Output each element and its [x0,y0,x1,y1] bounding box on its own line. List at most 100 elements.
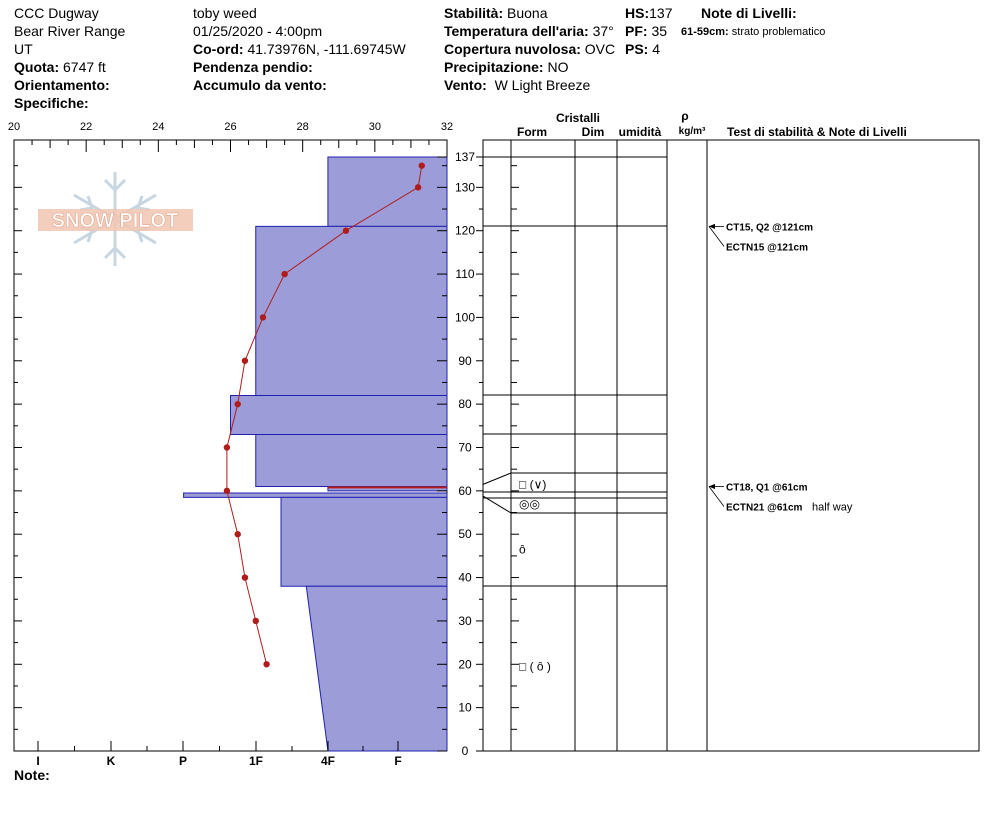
temp-tick-label: 32 [441,121,453,133]
note-arrow [708,486,725,507]
depth-tick-label: 20 [458,657,472,671]
layer-notes-title: Note di Livelli: [701,5,797,21]
hardness-tick-label: 4F [321,754,335,768]
stability-test-label: CT15, Q2 @121cm [726,222,813,233]
temperature-point [223,487,231,495]
layer-connector [482,495,512,514]
depth-tick-label: 110 [455,267,474,281]
temperature-point [342,227,350,234]
hardness-layer-bar [255,225,448,396]
depth-tick-label: 40 [458,571,472,585]
logo-text: SNOW PILOT [52,210,179,232]
crystal-form-symbol: ◎◎ [519,497,540,511]
site-name: CCC Dugway [14,5,99,21]
size-header: Dim [582,125,605,139]
wind-row: Vento: W Light Breeze [444,77,591,93]
elevation-row: Quota: 6747 ft [14,59,106,75]
depth-tick-label: 120 [455,224,475,238]
pf-row: PF: 35 [625,23,668,39]
temp-tick-label: 22 [80,121,92,133]
wind-loading-row: Accumulo da vento: [193,77,327,93]
slope-row: Pendenza pendio: [193,59,313,75]
note-arrowhead [709,484,715,490]
coordinates-row: Co-ord: 41.73976N, -111.69745W [193,41,406,57]
stability-test-label: ECTN15 @121cm [726,242,808,253]
layer-connector [482,472,512,485]
hardness-tick-label: P [179,754,187,768]
hardness-axis: I K P 1F 4F F [36,741,402,768]
specifics-row: Specifiche: [14,95,89,111]
depth-tick-label: 130 [455,180,475,194]
crystal-form-symbol: □ ( ȏ ) [519,659,551,673]
hardness-tick-label: 1F [249,754,263,768]
temp-tick-label: 26 [224,121,236,133]
temperature-point [281,270,288,278]
depth-tick-label: 10 [458,701,472,715]
hardness-profile [183,156,448,752]
depth-tick-label: 80 [458,397,472,411]
hardness-layer-bar [255,433,448,488]
temperature-point [223,444,231,451]
temperature-axis: 20 22 24 26 28 30 32 [8,121,453,152]
temperature-profile [223,162,425,668]
logo-banner [38,209,193,231]
stability-test-extra: half way [812,502,853,514]
crystal-forms: □ (∨) ◎◎ ȏ □ ( ȏ ) [519,477,551,673]
depth-tick-label: 137 [455,150,475,164]
temperature-point [414,184,422,191]
aspect-row: Orientamento: [14,77,110,93]
precipitation-row: Precipitazione: NO [444,59,569,75]
layer-note: 61-59cm: strato problematico [681,26,826,38]
layers-table: Cristalli Form Dim umidità ρ kg/m³ Test … [482,109,980,752]
note-arrowhead [709,223,715,229]
hardness-layer-bar [327,156,448,227]
hardness-layer-bar [280,496,448,587]
temperature-point [259,314,267,321]
temperature-point [234,400,241,408]
hardness-layer-bar [305,585,448,752]
ps-row: PS: 4 [625,41,661,57]
depth-tick-label: 50 [458,527,472,541]
temperature-point [234,531,241,538]
note-arrow [708,226,725,247]
hardness-tick-label: I [36,754,39,768]
temp-tick-label: 20 [8,121,20,133]
stability-test-label: ECTN21 @61cm [726,503,803,514]
depth-tick-label: 100 [455,310,475,324]
temperature-point [241,574,249,581]
depth-tick-label: 60 [458,484,472,498]
temperature-point [252,617,259,625]
depth-tick-label: 30 [458,614,472,628]
observer-name: toby weed [193,5,257,21]
temp-tick-label: 24 [152,121,164,133]
snow-height-row: HS:137 [625,5,673,21]
hardness-tick-label: F [394,754,401,768]
state: UT [14,41,33,57]
temperature-point [241,357,249,364]
cloud-cover-row: Copertura nuvolosa: OVC [444,41,616,57]
hardness-layer-bar [183,492,448,498]
density-unit: kg/m³ [679,126,706,137]
temp-tick-label: 28 [297,121,309,133]
hardness-tick-label: K [107,754,116,768]
stability-row: Stabilità: Buona [444,5,548,21]
depth-tick-label: 70 [458,440,472,454]
form-header: Form [517,125,547,139]
layer-rows [482,156,667,587]
stability-test-notes: CT18, Q1 @61cm ECTN21 @61cm half way CT15, … [708,222,853,514]
temperature-point [263,661,270,668]
hardness-layer-bar [230,394,448,435]
density-symbol: ρ [681,109,688,123]
air-temp-row: Temperatura dell'aria: 37° [444,23,614,39]
depth-tick-label: 90 [458,354,472,368]
moisture-header: umidità [619,125,662,139]
depth-axis: 0 10 20 30 40 50 60 70 80 90 100 110 120 130 137 [14,150,519,758]
observation-datetime: 01/25/2020 - 4:00pm [193,23,323,39]
notes-label: Note: [14,767,50,783]
crystal-form-symbol: ȏ [519,542,526,556]
crystal-form-symbol: □ (∨) [519,477,546,491]
temperature-point [418,162,425,169]
depth-tick-label: 0 [462,744,469,758]
stability-test-label: CT18, Q1 @61cm [726,483,808,494]
